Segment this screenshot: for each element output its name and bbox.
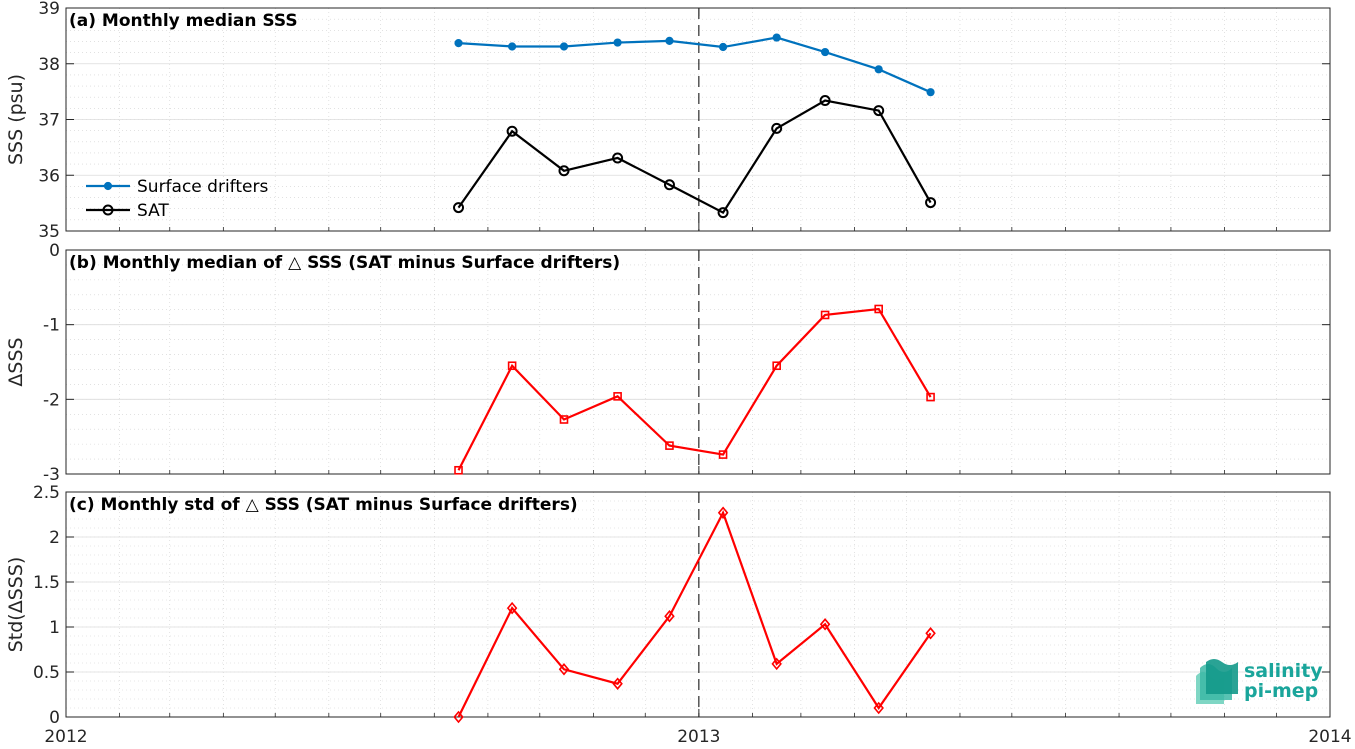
series-line xyxy=(457,509,932,718)
data-point xyxy=(718,42,728,52)
series-line-1 xyxy=(454,304,935,475)
series-line xyxy=(457,99,932,215)
y-axis-label: ΔSSS xyxy=(5,337,27,386)
data-point xyxy=(717,207,729,219)
y-tick-label: -1 xyxy=(43,316,60,336)
y-tick-label: 38 xyxy=(38,55,60,75)
data-point xyxy=(103,181,113,191)
panel-a: 35 36 37 38 39 SSS (psu) (a) Monthly median SS… xyxy=(5,0,1331,242)
data-point xyxy=(819,618,831,631)
data-point xyxy=(874,304,883,314)
data-point xyxy=(718,450,728,459)
x-tick-label: 2012 xyxy=(44,727,87,745)
data-point xyxy=(453,202,465,214)
legend-label: SAT xyxy=(137,201,169,221)
panel-title: (b) Monthly median of △ SSS (SAT minus S… xyxy=(69,253,620,273)
y-tick-label: 2.5 xyxy=(33,483,60,503)
data-point xyxy=(613,38,622,47)
logo-line1: salinity xyxy=(1244,660,1323,682)
panel-b: -3 -2 -1 0 ΔSSS (b) Monthly median of △ SSS (… xyxy=(5,241,1331,485)
series-line xyxy=(457,307,932,471)
data-point xyxy=(873,105,885,117)
legend: Surface drifters SAT xyxy=(86,177,268,221)
data-point xyxy=(771,122,783,134)
panel-title: (c) Monthly std of △ SSS (SAT minus Surf… xyxy=(69,495,578,515)
data-point xyxy=(664,609,675,623)
data-point xyxy=(926,392,935,402)
series-line-1 xyxy=(453,506,936,724)
data-point xyxy=(102,204,114,216)
y-axis-label: SSS (psu) xyxy=(5,74,27,165)
y-tick-label: 39 xyxy=(38,0,60,19)
data-point xyxy=(665,441,674,450)
panel-title: (a) Monthly median SSS xyxy=(69,11,298,31)
series-line xyxy=(458,36,932,94)
data-point xyxy=(559,42,569,51)
data-point xyxy=(613,392,622,401)
data-point xyxy=(508,42,517,51)
y-tick-label: 35 xyxy=(38,222,60,242)
data-point xyxy=(819,95,831,107)
y-tick-label: 0.5 xyxy=(33,663,60,683)
legend-label: Surface drifters xyxy=(137,177,268,197)
data-point xyxy=(926,88,935,97)
y-tick-label: 0 xyxy=(49,708,60,728)
data-point xyxy=(506,125,518,137)
data-point xyxy=(453,710,464,724)
data-point xyxy=(925,627,936,640)
data-point xyxy=(717,506,729,519)
data-point xyxy=(820,310,830,320)
data-point xyxy=(559,415,569,424)
y-tick-label: 1 xyxy=(49,618,60,638)
data-point xyxy=(925,197,937,209)
data-point xyxy=(454,39,463,48)
y-tick-label: 0 xyxy=(49,241,60,261)
data-point xyxy=(874,65,883,74)
data-point xyxy=(665,36,674,45)
y-tick-label: -2 xyxy=(43,390,60,410)
wave-logo-icon xyxy=(1196,659,1238,704)
x-tick-label: 2013 xyxy=(677,727,720,745)
series-sat xyxy=(453,95,937,219)
y-tick-label: 1.5 xyxy=(33,573,60,593)
y-tick-label: -3 xyxy=(43,465,60,485)
data-point xyxy=(772,361,781,371)
data-point xyxy=(558,663,570,676)
plot-area xyxy=(66,250,1330,474)
y-tick-label: 37 xyxy=(38,111,60,131)
series-surface-drifters xyxy=(454,33,935,97)
data-point xyxy=(558,165,570,177)
panel-c: 0 0.5 1 1.5 2 2.5 Std(ΔSSS) (c) Monthly std of … xyxy=(5,483,1352,747)
data-point xyxy=(772,33,781,42)
data-point xyxy=(454,465,463,475)
x-tick-label: 2014 xyxy=(1308,727,1351,745)
plot-frame xyxy=(65,491,1331,718)
data-point xyxy=(771,657,782,671)
data-point xyxy=(820,47,830,57)
plot-area xyxy=(66,492,1330,717)
y-tick-label: 36 xyxy=(38,166,60,186)
data-point xyxy=(663,179,675,191)
salinity-pimep-logo: salinity pi-mep xyxy=(1196,659,1323,704)
data-point xyxy=(507,361,517,371)
y-axis-label: Std(ΔSSS) xyxy=(5,557,27,653)
y-tick-label: 2 xyxy=(49,528,60,548)
data-point xyxy=(506,601,518,615)
logo-line2: pi-mep xyxy=(1244,680,1318,702)
data-point xyxy=(612,677,623,690)
data-point xyxy=(873,701,884,715)
plot-frame xyxy=(65,249,1331,475)
data-point xyxy=(612,152,624,164)
